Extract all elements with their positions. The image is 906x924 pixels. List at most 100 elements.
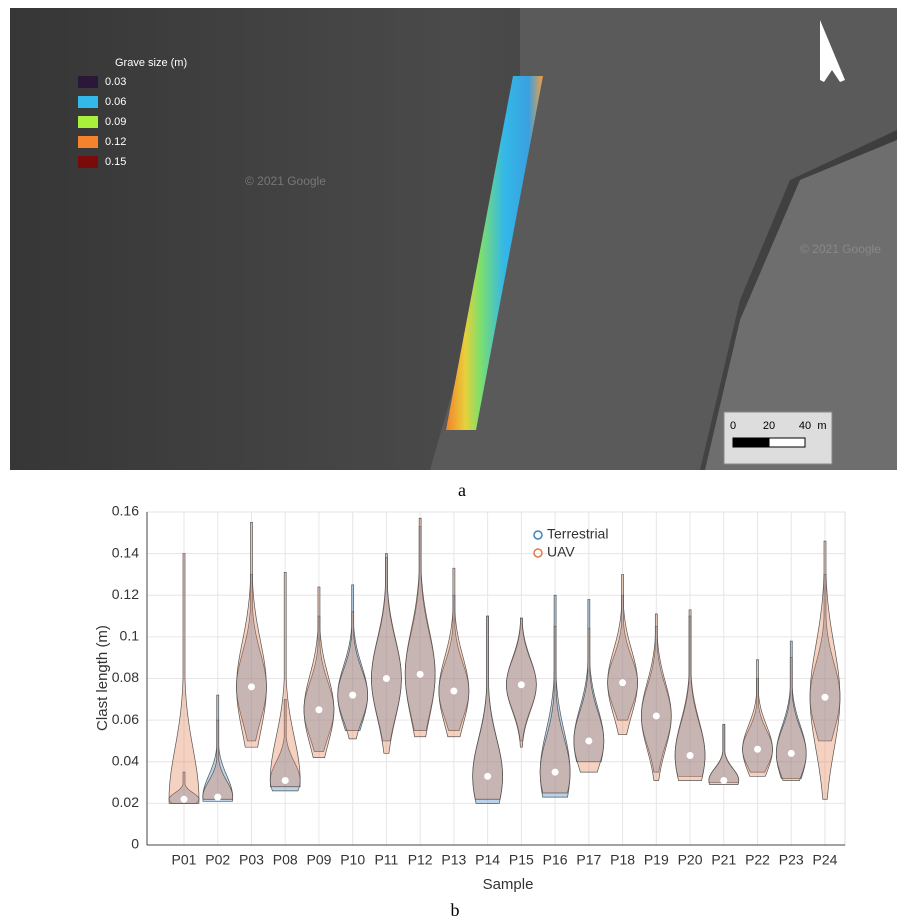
- watermark: © 2021 Google: [245, 174, 326, 188]
- watermark: © 2021 Google: [800, 242, 881, 256]
- median-dot: [382, 675, 390, 682]
- legend-swatch: [78, 76, 98, 88]
- median-dot: [787, 749, 795, 757]
- legend-swatch: [78, 156, 98, 168]
- caption: b: [451, 900, 460, 920]
- median-dot: [652, 712, 660, 720]
- map-panel: Grave size (m) 0.03 0.06 0.09 0.12 0.15 © 20…: [10, 8, 897, 500]
- x-tick-label: P18: [610, 852, 635, 868]
- violin: [269, 572, 301, 788]
- x-tick-label: P02: [205, 852, 230, 868]
- x-tick-label: P20: [678, 852, 703, 868]
- scale-label: 0: [730, 420, 736, 432]
- violin: [236, 522, 267, 748]
- scale-label: m: [817, 420, 826, 432]
- legend-swatch: [78, 96, 98, 108]
- x-tick-label: P09: [306, 852, 331, 868]
- legend-label: Terrestrial: [547, 526, 608, 542]
- forest: [430, 8, 897, 470]
- chart: b Sample Clast length (m) 0 0.02 0.04 0.06 0…: [94, 503, 846, 920]
- x-tick-label: P16: [543, 852, 568, 868]
- x-tick-label: P24: [813, 852, 838, 868]
- median-dot: [247, 683, 255, 691]
- x-tick-label: P03: [239, 852, 264, 868]
- north-arrow: [820, 20, 845, 82]
- y-axis-label: Clast length (m): [94, 625, 111, 731]
- x-tick-label: P13: [441, 852, 466, 868]
- y-tick-label: 0.16: [112, 503, 139, 519]
- legend-marker: [533, 530, 543, 540]
- legend-marker: [533, 548, 543, 558]
- violin: [573, 628, 605, 773]
- x-axis-label: Sample: [483, 876, 534, 893]
- x-tick-label: P19: [644, 852, 669, 868]
- median-dot: [450, 687, 458, 695]
- legend-label: 0.09: [105, 116, 126, 128]
- y-tick-label: 0.06: [112, 711, 139, 727]
- y-tick-label: 0.14: [112, 544, 139, 560]
- median-dot: [517, 681, 525, 689]
- median-dot: [720, 776, 728, 784]
- violin: [539, 594, 571, 798]
- y-tick-label: 0.12: [112, 586, 139, 602]
- violin: [303, 586, 335, 758]
- bay: [705, 140, 897, 470]
- violin: [607, 574, 638, 736]
- x-tick-label: P14: [475, 852, 500, 868]
- y-tick-label: 0.04: [112, 752, 139, 768]
- median-dot: [349, 691, 357, 699]
- median-dot: [416, 670, 424, 678]
- scale-label: 40: [799, 420, 811, 432]
- scale-label: 20: [763, 420, 775, 432]
- legend-label: 0.03: [105, 76, 126, 88]
- violin: [708, 723, 740, 785]
- legend-swatch: [78, 116, 98, 128]
- median-dot: [281, 776, 289, 784]
- legend-label: UAV: [547, 544, 575, 560]
- y-tick-label: 0: [131, 836, 139, 852]
- violin: [202, 719, 234, 800]
- violin: [438, 567, 470, 738]
- violin: [573, 599, 605, 763]
- violin: [337, 611, 369, 740]
- legend-swatch: [78, 136, 98, 148]
- scale-bar: [732, 437, 770, 448]
- y-tick-label: 0.02: [112, 794, 139, 810]
- violin: [168, 771, 200, 804]
- x-tick-label: P12: [408, 852, 433, 868]
- x-tick-label: P23: [779, 852, 804, 868]
- median-dot: [551, 768, 559, 776]
- violin: [775, 640, 807, 779]
- violin: [742, 659, 773, 777]
- violin: [809, 540, 841, 800]
- x-tick-label: P01: [172, 852, 197, 868]
- legend-label: 0.15: [105, 156, 126, 168]
- y-tick-label: 0.08: [112, 669, 139, 685]
- map-legend: 0.03 0.06 0.09 0.12 0.15: [78, 76, 126, 168]
- violin: [404, 517, 436, 738]
- x-tick-label: P15: [509, 852, 534, 868]
- x-tick-label: P22: [745, 852, 770, 868]
- violin: [269, 698, 301, 792]
- median-dot: [619, 679, 627, 687]
- legend-label: 0.06: [105, 96, 126, 108]
- median-dot: [585, 737, 593, 745]
- median-dot: [484, 772, 492, 780]
- legend-title: Grave size (m): [115, 57, 187, 69]
- gravel-strip: [446, 76, 543, 430]
- x-tick-label: P21: [711, 852, 736, 868]
- violin: [371, 557, 402, 754]
- x-tick-label: P11: [374, 852, 398, 868]
- violin: [775, 657, 807, 781]
- median-dot: [686, 752, 694, 760]
- legend-label: 0.12: [105, 136, 126, 148]
- median-dot: [180, 795, 188, 803]
- x-tick-label: P10: [340, 852, 365, 868]
- violin: [202, 694, 234, 802]
- violin: [539, 626, 571, 794]
- median-dot: [821, 693, 829, 701]
- violin: [640, 613, 672, 781]
- y-tick-label: 0.1: [120, 628, 140, 644]
- x-tick-label: P17: [576, 852, 601, 868]
